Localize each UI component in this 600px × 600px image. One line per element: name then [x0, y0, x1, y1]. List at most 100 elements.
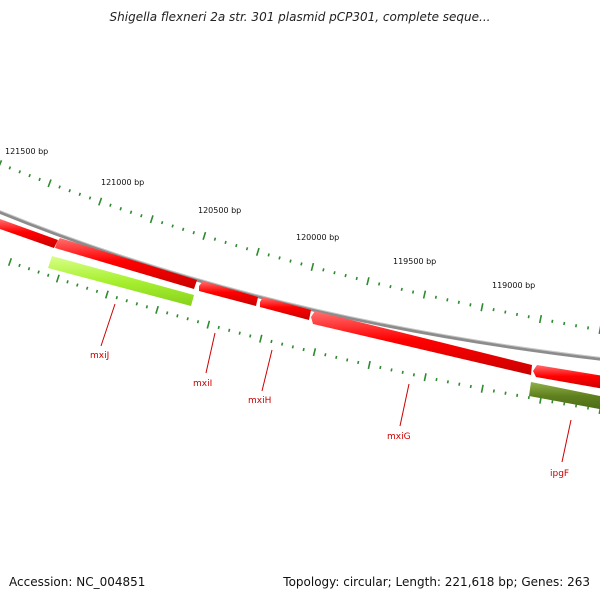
gene-label-ipgF[interactable]: ipgF — [550, 469, 569, 479]
outer-tick-major — [47, 179, 52, 188]
outer-tick-minor — [181, 227, 185, 232]
outer-tick-minor — [38, 177, 41, 182]
outer-tick-minor — [213, 237, 217, 241]
outer-tick-major — [538, 314, 543, 324]
inner-tick-minor — [401, 370, 404, 374]
outer-tick-minor — [171, 224, 174, 228]
outer-tick-minor — [434, 295, 437, 299]
outer-tick-minor — [457, 300, 460, 304]
inner-tick-major — [155, 305, 159, 314]
outer-tick-minor — [278, 256, 281, 260]
inner-tick-minor — [37, 270, 40, 274]
outer-tick-minor — [551, 319, 554, 323]
inner-tick-major — [312, 348, 317, 357]
outer-tick-minor — [492, 308, 495, 312]
inner-tick-minor — [18, 263, 21, 268]
inner-tick-minor — [135, 302, 139, 306]
inner-tick-minor — [458, 382, 461, 386]
outer-tick-minor — [587, 326, 590, 330]
outer-tick-major — [202, 231, 207, 241]
inner-tick-minor — [95, 289, 99, 294]
label-line-mxiJ — [100, 303, 116, 347]
outer-tick-minor — [527, 315, 530, 319]
inner-tick-minor — [551, 400, 554, 404]
outer-tick-minor — [378, 282, 381, 286]
inner-tick-minor — [516, 393, 519, 398]
inner-tick-minor — [346, 358, 349, 362]
inner-tick-minor — [27, 267, 31, 271]
inner-tick-minor — [196, 320, 200, 324]
inner-tick-minor — [390, 368, 393, 372]
inner-tick-major — [367, 360, 371, 370]
inner-tick-minor — [302, 347, 305, 352]
outer-tick-minor — [389, 285, 392, 289]
gene-label-mxiJ[interactable]: mxiJ — [90, 351, 109, 361]
gene-label-mxiH[interactable]: mxiH — [248, 396, 271, 406]
outer-tick-minor — [8, 166, 12, 170]
backbone-highlight — [0, 210, 600, 358]
inner-tick-minor — [357, 360, 360, 365]
outer-tick-minor — [333, 271, 336, 275]
outer-tick-major — [366, 277, 370, 286]
scale-label-120000: 120000 bp — [296, 233, 339, 242]
gene-arrow-ipgF[interactable] — [529, 382, 600, 411]
outer-tick-major — [149, 215, 154, 224]
inner-tick-minor — [504, 391, 507, 395]
inner-tick-minor — [435, 377, 438, 382]
inner-tick-minor — [145, 305, 149, 309]
outer-tick-minor — [400, 287, 403, 291]
outer-tick-minor — [515, 312, 519, 317]
inner-tick-minor — [186, 317, 189, 321]
outer-tick-minor — [68, 189, 71, 193]
gene-arrow-mxiJ[interactable] — [48, 256, 194, 306]
scale-label-119500: 119500 bp — [393, 257, 436, 266]
inner-tick-major — [206, 320, 211, 329]
outer-tick-minor — [469, 303, 472, 307]
gene-arrow-forward-end[interactable] — [533, 365, 600, 390]
inner-tick-minor — [238, 331, 241, 335]
outer-tick-minor — [322, 268, 325, 272]
outer-tick-minor — [245, 247, 249, 251]
inner-tick-minor — [85, 286, 89, 290]
outer-tick-major — [310, 262, 315, 272]
outer-tick-minor — [28, 173, 31, 178]
outer-tick-minor — [411, 290, 415, 294]
outer-tick-minor — [18, 170, 22, 174]
gene-label-mxiG[interactable]: mxiG — [387, 432, 411, 442]
outer-tick-minor — [235, 243, 238, 248]
outer-tick-minor — [58, 185, 61, 189]
inner-tick-minor — [587, 406, 590, 410]
inner-tick-minor — [379, 365, 382, 370]
inner-tick-minor — [324, 353, 327, 357]
inner-tick-minor — [446, 380, 449, 384]
outer-tick-minor — [140, 214, 143, 218]
gene-arrow-mxiH[interactable] — [260, 297, 311, 320]
inner-tick-minor — [228, 328, 231, 333]
scale-label-120500: 120500 bp — [198, 206, 241, 215]
inner-tick-minor — [115, 295, 118, 300]
outer-tick-minor — [109, 203, 112, 207]
inner-tick-minor — [291, 345, 294, 349]
outer-tick-major — [480, 303, 484, 312]
inner-tick-minor — [66, 280, 69, 284]
label-line-ipgF — [561, 419, 572, 463]
outer-tick-minor — [344, 273, 347, 278]
outer-tick-minor — [289, 259, 292, 263]
topology-summary: Topology: circular; Length: 221,618 bp; … — [283, 575, 590, 589]
scale-label-121000: 121000 bp — [101, 178, 144, 187]
inner-tick-minor — [335, 355, 338, 359]
gene-arrow-mxiG[interactable] — [311, 311, 532, 375]
inner-tick-minor — [46, 273, 50, 277]
inner-tick-minor — [76, 283, 79, 287]
inner-tick-major — [7, 257, 13, 267]
inner-tick-minor — [563, 402, 566, 406]
label-line-mxiH — [261, 349, 273, 392]
gene-arrow-forward-2[interactable] — [55, 238, 197, 289]
inner-tick-major — [55, 274, 60, 283]
inner-tick-major — [259, 334, 263, 343]
outer-tick-minor — [300, 262, 303, 266]
gene-arrow-mxiI[interactable] — [199, 281, 258, 306]
gene-label-mxiI[interactable]: mxiI — [193, 379, 212, 389]
outer-tick-major — [98, 197, 103, 206]
gene-arrow-forward-1[interactable] — [0, 219, 58, 248]
